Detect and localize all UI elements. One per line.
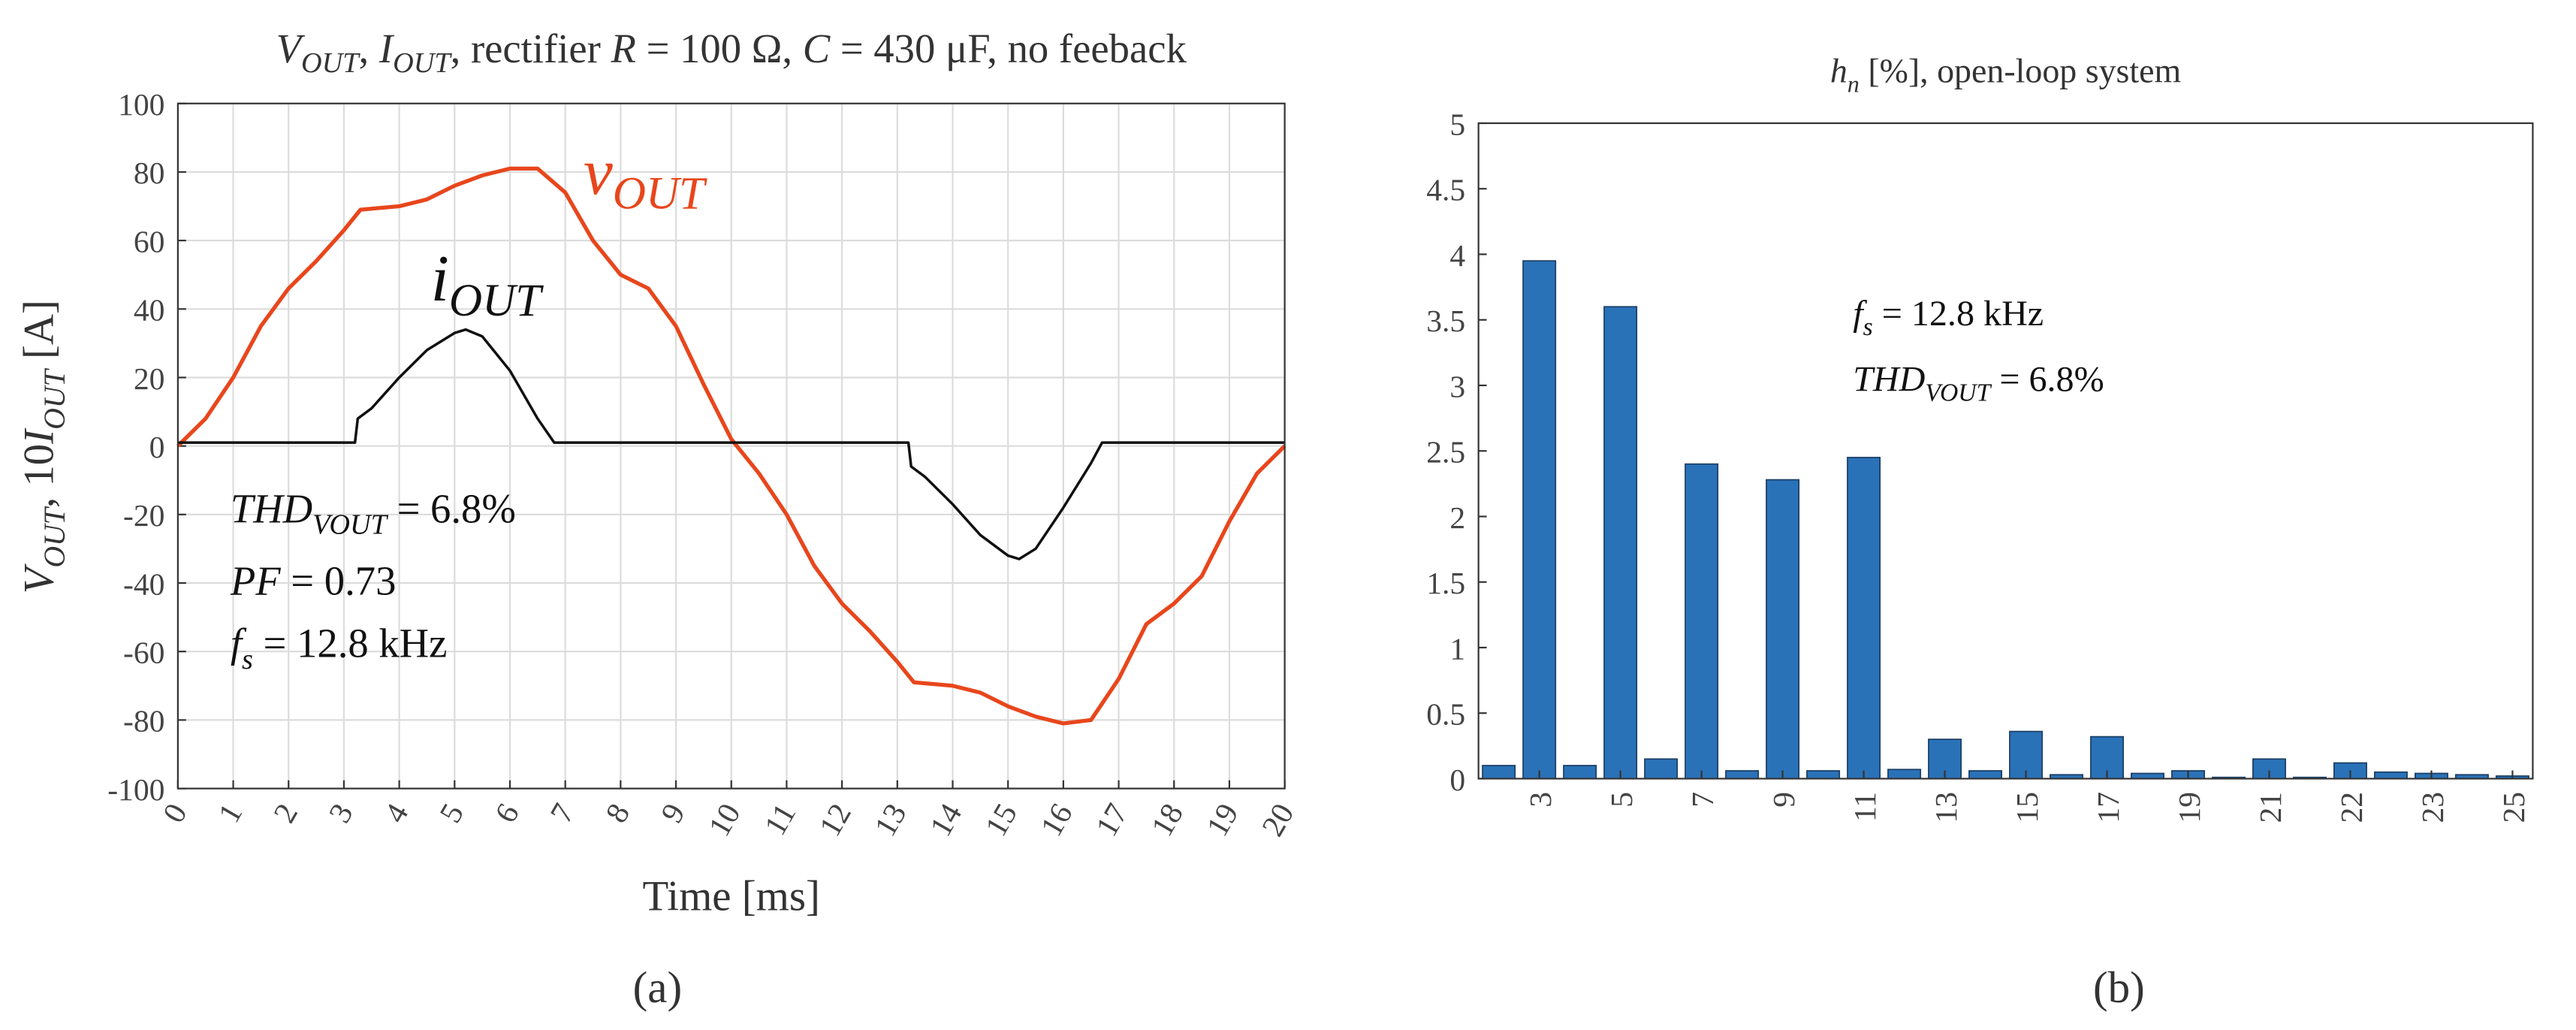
x-tick-label: 3 xyxy=(322,798,360,829)
y-tick-label: 2 xyxy=(1449,500,1465,535)
annotation: THDVOUT = 6.8% xyxy=(231,485,516,540)
y-tick-label: 1 xyxy=(1449,631,1465,666)
x-tick-label: 4 xyxy=(377,797,415,828)
x-tick-label: 11 xyxy=(758,798,803,841)
x-tick-label: 15 xyxy=(978,798,1024,842)
bar xyxy=(1887,769,1922,780)
x-tick-label: 5 xyxy=(1604,792,1639,808)
y-tick-label: 2.5 xyxy=(1426,435,1465,470)
series-label: iOUT xyxy=(431,242,544,326)
bar xyxy=(1968,770,2003,780)
y-tick-label: 5 xyxy=(1449,107,1465,141)
x-tick-label: 8 xyxy=(599,798,636,829)
y-tick-label: 20 xyxy=(134,361,165,396)
bar xyxy=(1563,765,1597,780)
x-tick-label: 13 xyxy=(1929,792,1963,823)
bar xyxy=(1766,479,1800,780)
x-tick-label: 17 xyxy=(2091,792,2125,823)
x-tick-label: 20 xyxy=(1255,798,1301,842)
y-tick-label: -40 xyxy=(123,566,164,601)
y-tick-label: -60 xyxy=(123,636,164,670)
x-tick-label: 9 xyxy=(654,798,692,829)
y-tick-label: 40 xyxy=(134,293,165,328)
annotation: THDVOUT = 6.8% xyxy=(1853,359,2104,406)
x-tick-label: 1 xyxy=(211,798,249,829)
y-tick-label: -20 xyxy=(123,498,164,533)
x-tick-label: 18 xyxy=(1145,798,1190,842)
y-tick-label: 80 xyxy=(134,156,165,190)
x-axis-label: Time [ms] xyxy=(643,872,820,920)
y-tick-label: 60 xyxy=(134,224,165,258)
series-label: vOUT xyxy=(584,135,707,219)
bar xyxy=(1522,260,1557,780)
bar xyxy=(1603,306,1638,780)
x-tick-label: 3 xyxy=(1523,792,1558,808)
x-tick-label: 23 xyxy=(2415,792,2450,823)
x-tick-label: 10 xyxy=(701,798,747,842)
x-tick-label: 25 xyxy=(2496,792,2531,823)
x-tick-label: 9 xyxy=(1766,792,1801,808)
x-tick-label: 7 xyxy=(1685,792,1720,808)
y-tick-label: 4 xyxy=(1449,238,1465,273)
y-tick-label: 4.5 xyxy=(1426,173,1465,207)
x-tick-label: 14 xyxy=(923,797,969,841)
plot-frame xyxy=(1477,122,2534,780)
y-tick-label: 1.5 xyxy=(1426,566,1465,600)
y-tick-label: -80 xyxy=(123,704,164,739)
plot-area xyxy=(1478,122,2533,779)
y-tick-label: 100 xyxy=(118,87,164,122)
panel-label: (a) xyxy=(633,962,683,1012)
y-tick-label: 0.5 xyxy=(1426,697,1465,732)
bar xyxy=(1725,770,1760,780)
x-tick-label: 22 xyxy=(2334,792,2369,823)
x-tick-label: 19 xyxy=(2172,792,2206,823)
x-tick-label: 16 xyxy=(1033,798,1079,842)
y-tick-label: 0 xyxy=(1449,763,1465,797)
x-tick-label: 12 xyxy=(812,798,858,842)
x-tick-label: 7 xyxy=(543,798,581,829)
y-axis-label: VOUT, 10IOUT [A] xyxy=(16,300,71,594)
x-tick-label: 15 xyxy=(2010,792,2044,823)
line-series xyxy=(176,166,1286,726)
x-tick-label: 19 xyxy=(1199,798,1245,842)
x-tick-label: 6 xyxy=(488,798,526,829)
annotation: fs = 12.8 kHz xyxy=(231,621,448,675)
bar xyxy=(1806,770,1841,780)
x-tick-label: 13 xyxy=(867,798,913,842)
bar xyxy=(1644,758,1679,780)
line-series xyxy=(177,328,1285,560)
annotation: PF = 0.73 xyxy=(230,558,397,604)
bar xyxy=(1847,457,1881,780)
x-tick-label: 11 xyxy=(1848,792,1882,822)
bar xyxy=(2374,771,2408,780)
x-tick-label: 2 xyxy=(267,798,304,829)
panel-label: (b) xyxy=(2093,962,2145,1012)
plot-frame xyxy=(176,102,1286,790)
y-tick-label: 0 xyxy=(149,430,165,464)
x-tick-label: 0 xyxy=(156,798,194,829)
y-tick-label: 3 xyxy=(1449,369,1465,403)
chart-title: VOUT, IOUT, rectifier R = 100 Ω, C = 430… xyxy=(276,26,1187,79)
bar xyxy=(1685,463,1719,780)
y-tick-label: -100 xyxy=(107,772,164,807)
chart-title: hn [%], open-loop system xyxy=(1830,51,2181,97)
bar xyxy=(1482,765,1516,780)
y-tick-label: 3.5 xyxy=(1426,304,1465,338)
annotation: fs = 12.8 kHz xyxy=(1853,294,2044,341)
x-tick-label: 5 xyxy=(433,798,470,829)
x-tick-label: 21 xyxy=(2253,792,2288,823)
x-tick-label: 17 xyxy=(1089,798,1135,842)
